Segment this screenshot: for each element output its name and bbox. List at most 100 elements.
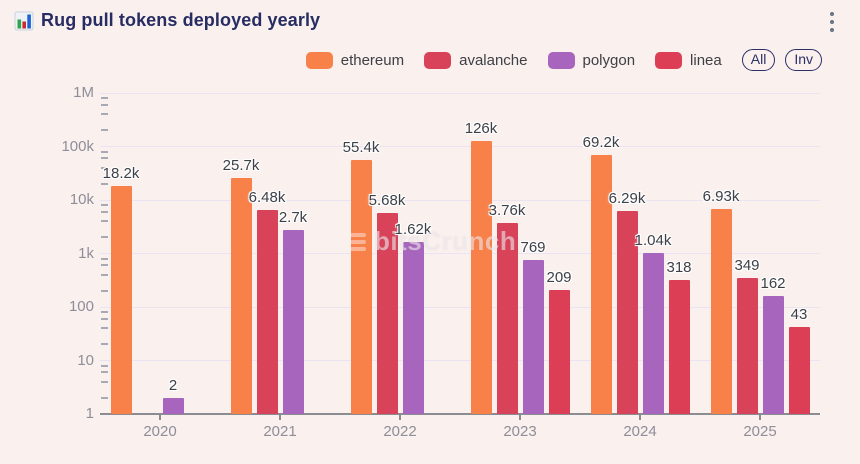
gridline: [100, 360, 820, 361]
bar-linea-2025: [788, 326, 810, 414]
bar-value-label: 6.93k: [702, 187, 740, 205]
bar-value-label: 209: [546, 268, 572, 286]
bar-value-label: 2: [168, 376, 178, 394]
x-tick-label: 2024: [623, 423, 657, 440]
legend-item-avalanche[interactable]: avalanche: [424, 51, 528, 69]
bar-avalanche-2024: [616, 210, 638, 414]
bar-value-label: 18.2k: [102, 165, 140, 183]
x-tick-label: 2023: [503, 423, 537, 440]
bar-value-label: 1.62k: [394, 221, 432, 239]
y-minor-tick: [101, 204, 108, 207]
y-minor-tick: [101, 182, 108, 185]
y-tick-label: 1M: [73, 84, 94, 101]
x-tick: [759, 415, 761, 420]
y-tick-label: 10: [77, 351, 94, 369]
bar-value-label: 349: [734, 256, 760, 274]
bar-value-label: 162: [760, 274, 786, 292]
y-minor-tick: [101, 150, 108, 153]
bar-value-label: 69.2k: [582, 134, 620, 152]
y-minor-tick: [101, 97, 108, 100]
bar-polygon-2024: [642, 252, 664, 414]
legend-label: ethereum: [340, 51, 405, 69]
bar-polygon-2023: [522, 259, 544, 414]
x-tick: [279, 415, 281, 420]
y-minor-tick: [101, 371, 108, 374]
avalanche-swatch: [424, 51, 452, 69]
bar-value-label: 769: [520, 238, 546, 256]
y-minor-tick: [101, 273, 108, 276]
legend: ethereum avalanche polygon linea All Inv: [305, 49, 822, 72]
legend-label: polygon: [582, 51, 636, 69]
gridline: [100, 253, 820, 254]
inv-button[interactable]: Inv: [785, 49, 822, 72]
y-minor-tick: [101, 289, 108, 292]
bar-ethereum-2022: [350, 160, 372, 414]
bar-value-label: 2.7k: [278, 209, 308, 227]
y-minor-tick: [101, 264, 108, 267]
bar-value-label: 6.29k: [608, 189, 646, 207]
bar-linea-2024: [668, 280, 690, 414]
y-minor-tick: [101, 364, 108, 367]
y-tick-label: 10k: [69, 191, 94, 208]
legend-item-linea[interactable]: linea: [655, 51, 722, 69]
y-minor-tick: [101, 113, 108, 116]
all-button[interactable]: All: [741, 49, 776, 72]
bar-value-label: 126k: [464, 120, 498, 138]
legend-item-ethereum[interactable]: ethereum: [305, 51, 405, 69]
x-tick-label: 2022: [383, 423, 417, 440]
bar-value-label: 6.48k: [248, 189, 286, 207]
x-tick-label: 2020: [143, 423, 177, 440]
kebab-menu-icon[interactable]: [826, 10, 838, 34]
y-minor-tick: [101, 220, 108, 223]
y-tick-label: 100: [68, 298, 94, 315]
y-minor-tick: [101, 311, 108, 314]
bar-ethereum-2023: [470, 141, 492, 414]
gridline: [100, 306, 820, 308]
x-axis-line: [100, 413, 820, 415]
bar-avalanche-2025: [736, 277, 758, 414]
polygon-swatch: [547, 51, 575, 69]
x-tick-label: 2021: [263, 423, 297, 440]
gridline: [100, 199, 820, 201]
y-minor-tick: [101, 129, 108, 132]
bar-value-label: 318: [666, 259, 692, 277]
bar-avalanche-2022: [376, 213, 398, 414]
y-minor-tick: [101, 103, 108, 106]
y-minor-tick: [101, 317, 108, 320]
bar-avalanche-2021: [256, 210, 278, 414]
y-tick-label: 1: [85, 405, 94, 422]
y-minor-tick: [101, 210, 108, 213]
x-tick: [639, 415, 641, 420]
x-tick: [159, 415, 161, 420]
bar-ethereum-2025: [710, 208, 732, 414]
y-minor-tick: [101, 257, 108, 260]
bar-value-label: 55.4k: [342, 139, 380, 157]
x-tick: [519, 415, 521, 420]
gridline: [100, 92, 820, 94]
y-minor-tick: [101, 343, 108, 346]
bar-value-label: 1.04k: [634, 231, 672, 249]
bar-polygon-2021: [282, 230, 304, 414]
ethereum-swatch: [305, 51, 333, 69]
y-minor-tick: [101, 380, 108, 383]
bar-value-label: 5.68k: [368, 192, 406, 210]
legend-item-polygon[interactable]: polygon: [547, 51, 636, 69]
y-minor-tick: [101, 166, 108, 169]
y-minor-tick: [101, 236, 108, 239]
bar-ethereum-2021: [230, 178, 252, 414]
y-minor-tick: [101, 396, 108, 399]
legend-label: linea: [690, 51, 722, 69]
y-tick-label: 1k: [78, 244, 94, 262]
linea-swatch: [655, 51, 683, 69]
page-title: Rug pull tokens deployed yearly: [41, 10, 321, 30]
x-tick: [399, 415, 401, 420]
bar-polygon-2020: [162, 397, 184, 414]
bar-polygon-2025: [762, 295, 784, 414]
bar-value-label: 25.7k: [222, 157, 260, 175]
bar-value-label: 43: [790, 305, 808, 323]
y-minor-tick: [101, 157, 108, 160]
y-tick-label: 100k: [61, 137, 94, 155]
bar-value-label: 3.76k: [488, 201, 526, 219]
chart-header: Rug pull tokens deployed yearly: [14, 10, 320, 31]
